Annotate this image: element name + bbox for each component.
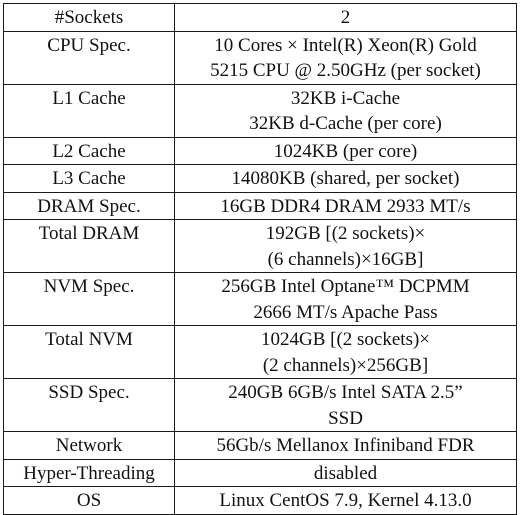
table-row: DRAM Spec. 16GB DDR4 DRAM 2933 MT/s xyxy=(3,191,517,220)
row-value-line: 2 xyxy=(340,7,351,28)
row-label-text: Total DRAM xyxy=(38,223,140,244)
row-value-line: 192GB [(2 sockets)× xyxy=(265,223,426,244)
row-value: 56Gb/s Mellanox Infiniband FDR xyxy=(174,431,517,460)
row-value: Linux CentOS 7.9, Kernel 4.13.0 xyxy=(174,486,517,515)
table-row: Network 56Gb/s Mellanox Infiniband FDR xyxy=(3,431,517,460)
row-label: #Sockets xyxy=(3,3,175,32)
table-row: SSD Spec. 240GB 6GB/s Intel SATA 2.5” SS… xyxy=(3,378,517,432)
row-label: NVM Spec. xyxy=(3,272,175,326)
row-label: L1 Cache xyxy=(3,83,175,138)
table-row: Total NVM 1024GB [(2 sockets)× (2 channe… xyxy=(3,325,517,379)
row-value-line: 32KB i-Cache xyxy=(290,87,401,109)
table-row: Hyper-Threading disabled xyxy=(3,458,517,487)
row-value-line: 10 Cores × Intel(R) Xeon(R) Gold xyxy=(214,34,477,56)
row-label: L2 Cache xyxy=(3,136,175,165)
row-value-line: 14080KB (shared, per socket) xyxy=(231,168,460,189)
table-row: #Sockets 2 xyxy=(3,3,517,32)
row-label-text: NVM Spec. xyxy=(43,276,135,297)
row-value-line: (2 channels)×256GB] xyxy=(262,354,429,376)
row-value: disabled xyxy=(174,458,517,487)
row-label: DRAM Spec. xyxy=(3,191,175,220)
row-label-text: Network xyxy=(55,435,123,456)
row-value-line: disabled xyxy=(313,462,378,484)
row-value-line: 5215 CPU @ 2.50GHz (per socket) xyxy=(210,60,481,81)
row-value: 2 xyxy=(174,3,517,32)
row-value: 256GB Intel Optane™ DCPMM 2666 MT/s Apac… xyxy=(174,272,517,326)
row-label-text: SSD Spec. xyxy=(48,382,130,403)
row-label-text: Hyper-Threading xyxy=(23,462,155,484)
row-value: 10 Cores × Intel(R) Xeon(R) Gold 5215 CP… xyxy=(174,30,517,85)
row-label-text: L3 Cache xyxy=(52,168,126,189)
row-value: 240GB 6GB/s Intel SATA 2.5” SSD xyxy=(174,378,517,432)
row-value: 1024GB [(2 sockets)× (2 channels)×256GB] xyxy=(174,325,517,379)
table-row: L2 Cache 1024KB (per core) xyxy=(3,136,517,165)
row-label: CPU Spec. xyxy=(3,30,175,85)
row-value-line: 16GB DDR4 DRAM 2933 MT/s xyxy=(220,195,471,217)
table-row: L1 Cache 32KB i-Cache 32KB d-Cache (per … xyxy=(3,83,517,138)
row-value-line: 32KB d-Cache (per core) xyxy=(249,113,442,134)
row-value-line: 1024KB (per core) xyxy=(273,140,418,162)
row-label-text: DRAM Spec. xyxy=(37,195,141,217)
row-value: 32KB i-Cache 32KB d-Cache (per core) xyxy=(174,83,517,138)
row-value: 16GB DDR4 DRAM 2933 MT/s xyxy=(174,191,517,220)
table-row: Total DRAM 192GB [(2 sockets)× (6 channe… xyxy=(3,219,517,273)
row-label: SSD Spec. xyxy=(3,378,175,432)
row-label: OS xyxy=(3,486,175,515)
row-value-line: 56Gb/s Mellanox Infiniband FDR xyxy=(216,435,475,456)
row-value-line: Linux CentOS 7.9, Kernel 4.13.0 xyxy=(219,490,472,511)
row-label: Total DRAM xyxy=(3,219,175,273)
row-label: Total NVM xyxy=(3,325,175,379)
table-row: NVM Spec. 256GB Intel Optane™ DCPMM 2666… xyxy=(3,272,517,326)
row-label-text: L1 Cache xyxy=(52,87,126,109)
row-value-line: 256GB Intel Optane™ DCPMM xyxy=(221,276,470,297)
row-label-text: Total NVM xyxy=(45,329,133,350)
row-value: 192GB [(2 sockets)× (6 channels)×16GB] xyxy=(174,219,517,273)
row-value-line: 240GB 6GB/s Intel SATA 2.5” xyxy=(228,382,463,403)
table-row: L3 Cache 14080KB (shared, per socket) xyxy=(3,164,517,193)
row-value: 1024KB (per core) xyxy=(174,136,517,165)
row-label-text: L2 Cache xyxy=(52,140,126,162)
row-value-line: 1024GB [(2 sockets)× xyxy=(260,329,431,350)
row-label: Hyper-Threading xyxy=(3,458,175,487)
table-row: OS Linux CentOS 7.9, Kernel 4.13.0 xyxy=(3,486,517,515)
table-row: CPU Spec. 10 Cores × Intel(R) Xeon(R) Go… xyxy=(3,30,517,85)
row-label-text: CPU Spec. xyxy=(47,34,131,56)
row-value-line: SSD xyxy=(328,407,363,429)
row-value-line: 2666 MT/s Apache Pass xyxy=(253,301,438,323)
row-label-text: OS xyxy=(76,490,102,511)
row-value-line: (6 channels)×16GB] xyxy=(267,248,424,270)
row-label: Network xyxy=(3,431,175,460)
row-label: L3 Cache xyxy=(3,164,175,193)
row-label-text: #Sockets xyxy=(54,7,124,28)
hardware-spec-table: #Sockets 2 CPU Spec. 10 Cores × Intel(R)… xyxy=(3,3,517,515)
row-value: 14080KB (shared, per socket) xyxy=(174,164,517,193)
